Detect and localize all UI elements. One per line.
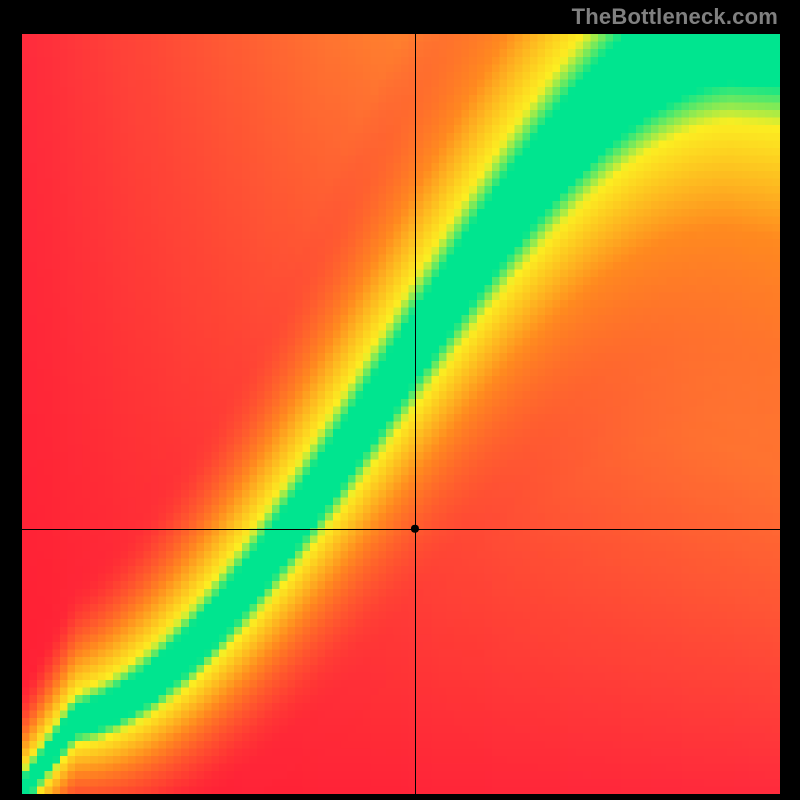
watermark-text: TheBottleneck.com [572,4,778,30]
crosshair-overlay [22,34,780,794]
chart-container: { "watermark": { "text": "TheBottleneck.… [0,0,800,800]
